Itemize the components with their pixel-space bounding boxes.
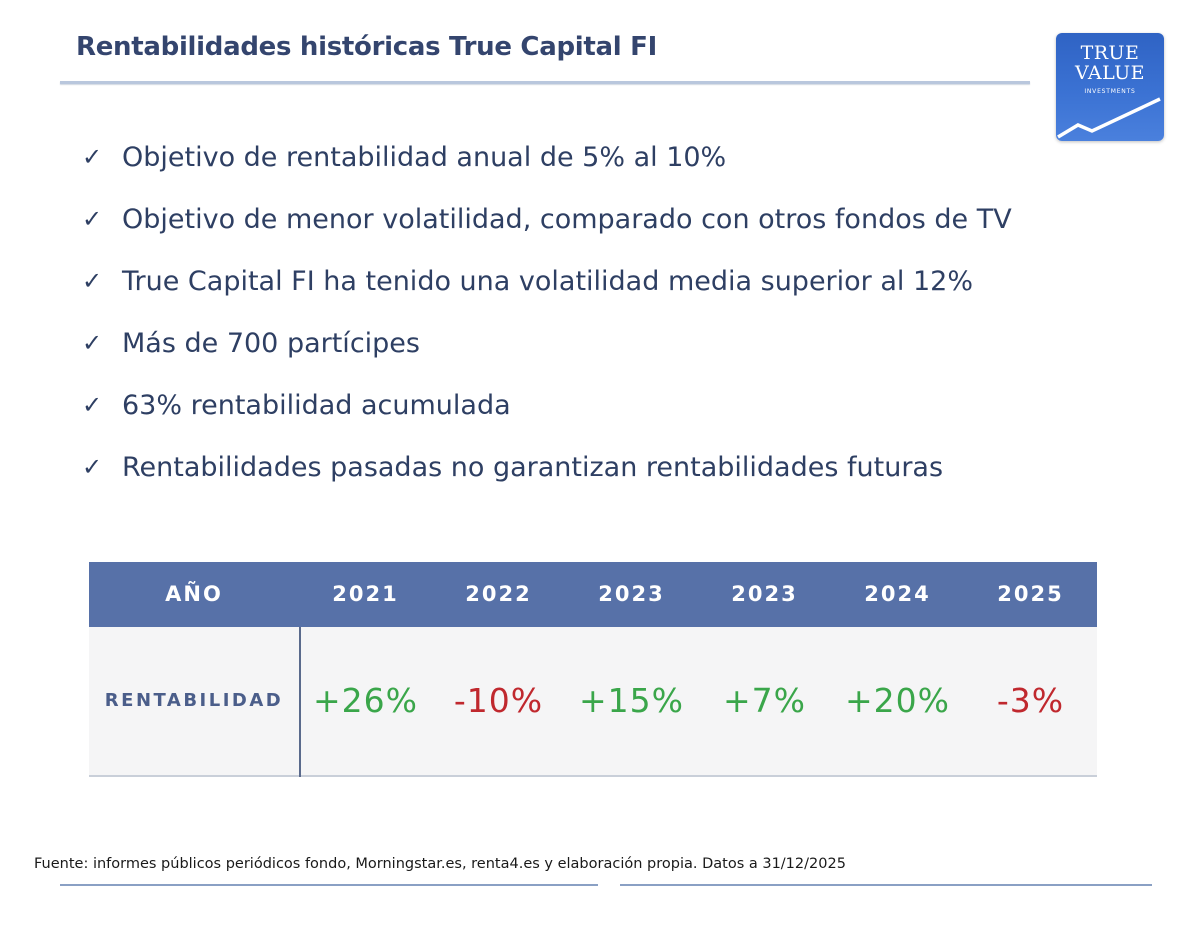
- bullet-item: ✓ True Capital FI ha tenido una volatilid…: [82, 250, 1012, 312]
- header-year-cell: 2024: [864, 582, 931, 606]
- table-column-divider: [299, 627, 301, 777]
- bullet-item: ✓ Objetivo de menor volatilidad, comparad…: [82, 188, 1012, 250]
- bullet-text: Más de 700 partícipes: [122, 327, 420, 359]
- footnote-underline-left: [60, 884, 598, 886]
- header-year-cell: 2022: [465, 582, 532, 606]
- return-value-cell: -10%: [453, 681, 544, 720]
- footnote-underline-right: [620, 884, 1152, 886]
- return-value-cell: +7%: [722, 681, 806, 720]
- logo-subtitle: INVESTMENTS: [1084, 88, 1136, 95]
- bullet-text: Objetivo de rentabilidad anual de 5% al …: [122, 141, 727, 173]
- bullet-list: ✓ Objetivo de rentabilidad anual de 5% al…: [82, 126, 1012, 498]
- check-icon: ✓: [82, 143, 103, 171]
- bullet-text: True Capital FI ha tenido una volatilida…: [122, 265, 974, 297]
- header-year-cell: 2023: [598, 582, 665, 606]
- bullet-text: Rentabilidades pasadas no garantizan ren…: [122, 451, 944, 483]
- logo-text-line-1: TRUE: [1080, 42, 1140, 64]
- logo-text-line-2: VALUE: [1074, 62, 1146, 84]
- returns-table: AÑO 2021 2022 2023 2023 2024 2025 RENTAB…: [89, 562, 1097, 778]
- bullet-item: ✓ Objetivo de rentabilidad anual de 5% al…: [82, 126, 1012, 188]
- return-value-cell: -3%: [996, 681, 1065, 720]
- source-footnote: Fuente: informes públicos periódicos fon…: [34, 856, 846, 872]
- header-year-cell: 2021: [332, 582, 399, 606]
- check-icon: ✓: [82, 453, 103, 481]
- bullet-text: 63% rentabilidad acumulada: [122, 389, 511, 421]
- page-title: Rentabilidades históricas True Capital F…: [76, 32, 657, 62]
- row-label-rentabilidad: RENTABILIDAD: [104, 690, 284, 711]
- bullet-text: Objetivo de menor volatilidad, comparado…: [122, 203, 1012, 235]
- true-value-logo: TRUE VALUE INVESTMENTS: [1056, 33, 1164, 141]
- check-icon: ✓: [82, 391, 103, 419]
- rising-chart-arrow-icon: [1057, 97, 1161, 139]
- header-year-cell: 2023: [731, 582, 798, 606]
- return-value-cell: +20%: [845, 681, 950, 720]
- bullet-item: ✓ Más de 700 partícipes: [82, 312, 1012, 374]
- return-value-cell: +15%: [579, 681, 684, 720]
- return-value-cell: +26%: [313, 681, 418, 720]
- bullet-item: ✓ Rentabilidades pasadas no garantizan re…: [82, 436, 1012, 498]
- check-icon: ✓: [82, 205, 103, 233]
- table-header-row: [89, 562, 1097, 627]
- header-year-label: AÑO: [165, 582, 223, 606]
- check-icon: ✓: [82, 267, 103, 295]
- table-body-row: [89, 627, 1097, 775]
- check-icon: ✓: [82, 329, 103, 357]
- header-year-cell: 2025: [997, 582, 1064, 606]
- bullet-item: ✓ 63% rentabilidad acumulada: [82, 374, 1012, 436]
- title-underline: [60, 81, 1030, 84]
- table-bottom-border: [89, 775, 1097, 777]
